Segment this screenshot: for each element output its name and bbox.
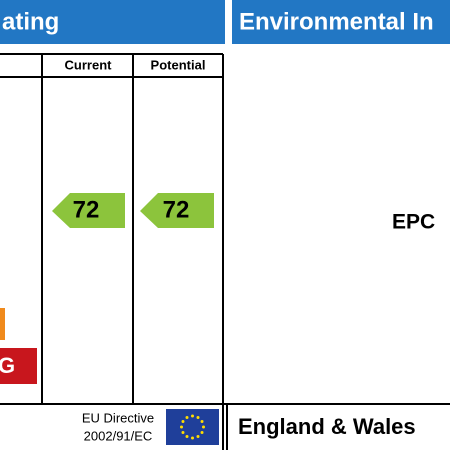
band-g bbox=[0, 348, 37, 384]
directive-text: EU Directive bbox=[82, 410, 154, 425]
eu-star bbox=[180, 425, 183, 429]
directive-text: 2002/91/EC bbox=[84, 428, 153, 443]
band-f bbox=[0, 308, 5, 340]
panel-label: EPC bbox=[392, 211, 435, 234]
region-label: England & Wales bbox=[238, 414, 416, 439]
column-header: Current bbox=[65, 57, 113, 72]
current-arrow bbox=[52, 193, 125, 228]
eu-flag bbox=[166, 409, 219, 445]
eu-star bbox=[185, 415, 189, 419]
eu-star bbox=[181, 420, 185, 423]
eu-star bbox=[191, 414, 194, 418]
eu-star bbox=[200, 431, 204, 434]
potential-arrow bbox=[140, 193, 214, 228]
header-title: Environmental In bbox=[239, 8, 434, 35]
eu-star bbox=[185, 435, 189, 439]
header-bar bbox=[0, 0, 225, 44]
eu-star bbox=[202, 425, 205, 429]
current-rating: 72 bbox=[73, 196, 100, 223]
eu-star bbox=[196, 415, 200, 419]
eu-star bbox=[200, 420, 204, 423]
eu-stars bbox=[180, 414, 205, 440]
column-header: Potential bbox=[151, 57, 206, 72]
eu-star bbox=[191, 436, 194, 440]
table-frame bbox=[0, 53, 450, 450]
eu-star bbox=[181, 431, 185, 434]
header-title: ating bbox=[2, 8, 59, 35]
band-label: G bbox=[0, 353, 15, 378]
eu-star bbox=[196, 435, 200, 439]
header-bar bbox=[232, 0, 450, 44]
potential-rating: 72 bbox=[163, 196, 190, 223]
